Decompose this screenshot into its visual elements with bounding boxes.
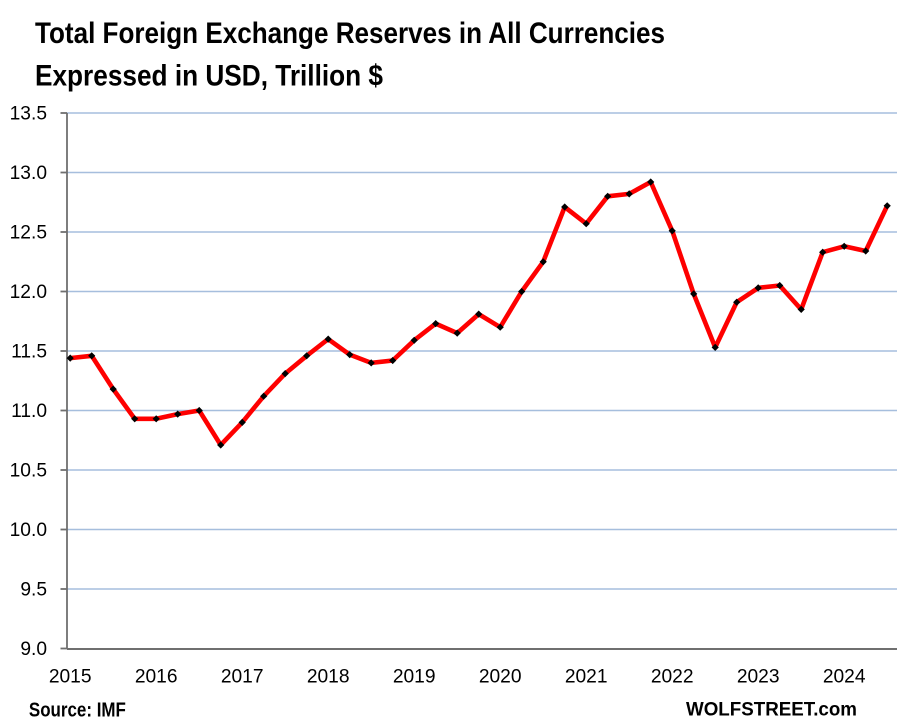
svg-text:2018: 2018 <box>307 667 350 688</box>
svg-text:2023: 2023 <box>737 667 780 688</box>
svg-text:12.0: 12.0 <box>10 282 47 303</box>
svg-text:2019: 2019 <box>393 667 436 688</box>
svg-text:11.0: 11.0 <box>11 401 47 422</box>
svg-text:Source: IMF: Source: IMF <box>29 700 126 722</box>
svg-text:2022: 2022 <box>651 667 694 688</box>
svg-text:9.0: 9.0 <box>20 639 47 660</box>
svg-text:11.5: 11.5 <box>11 342 47 363</box>
svg-text:2020: 2020 <box>479 667 522 688</box>
svg-text:2017: 2017 <box>221 667 264 688</box>
svg-text:Expressed in USD, Trillion $: Expressed in USD, Trillion $ <box>35 60 383 93</box>
svg-text:13.5: 13.5 <box>10 104 47 125</box>
svg-text:2015: 2015 <box>49 667 92 688</box>
svg-text:2016: 2016 <box>135 667 178 688</box>
svg-text:10.0: 10.0 <box>10 520 47 541</box>
svg-text:2021: 2021 <box>565 667 608 688</box>
svg-text:12.5: 12.5 <box>10 223 47 244</box>
svg-text:2024: 2024 <box>823 667 866 688</box>
svg-text:9.5: 9.5 <box>20 580 47 601</box>
svg-text:WOLFSTREET.com: WOLFSTREET.com <box>686 698 857 720</box>
svg-text:13.0: 13.0 <box>10 163 47 184</box>
svg-text:10.5: 10.5 <box>10 461 47 482</box>
svg-text:Total Foreign Exchange Reserve: Total Foreign Exchange Reserves in All C… <box>35 17 665 50</box>
